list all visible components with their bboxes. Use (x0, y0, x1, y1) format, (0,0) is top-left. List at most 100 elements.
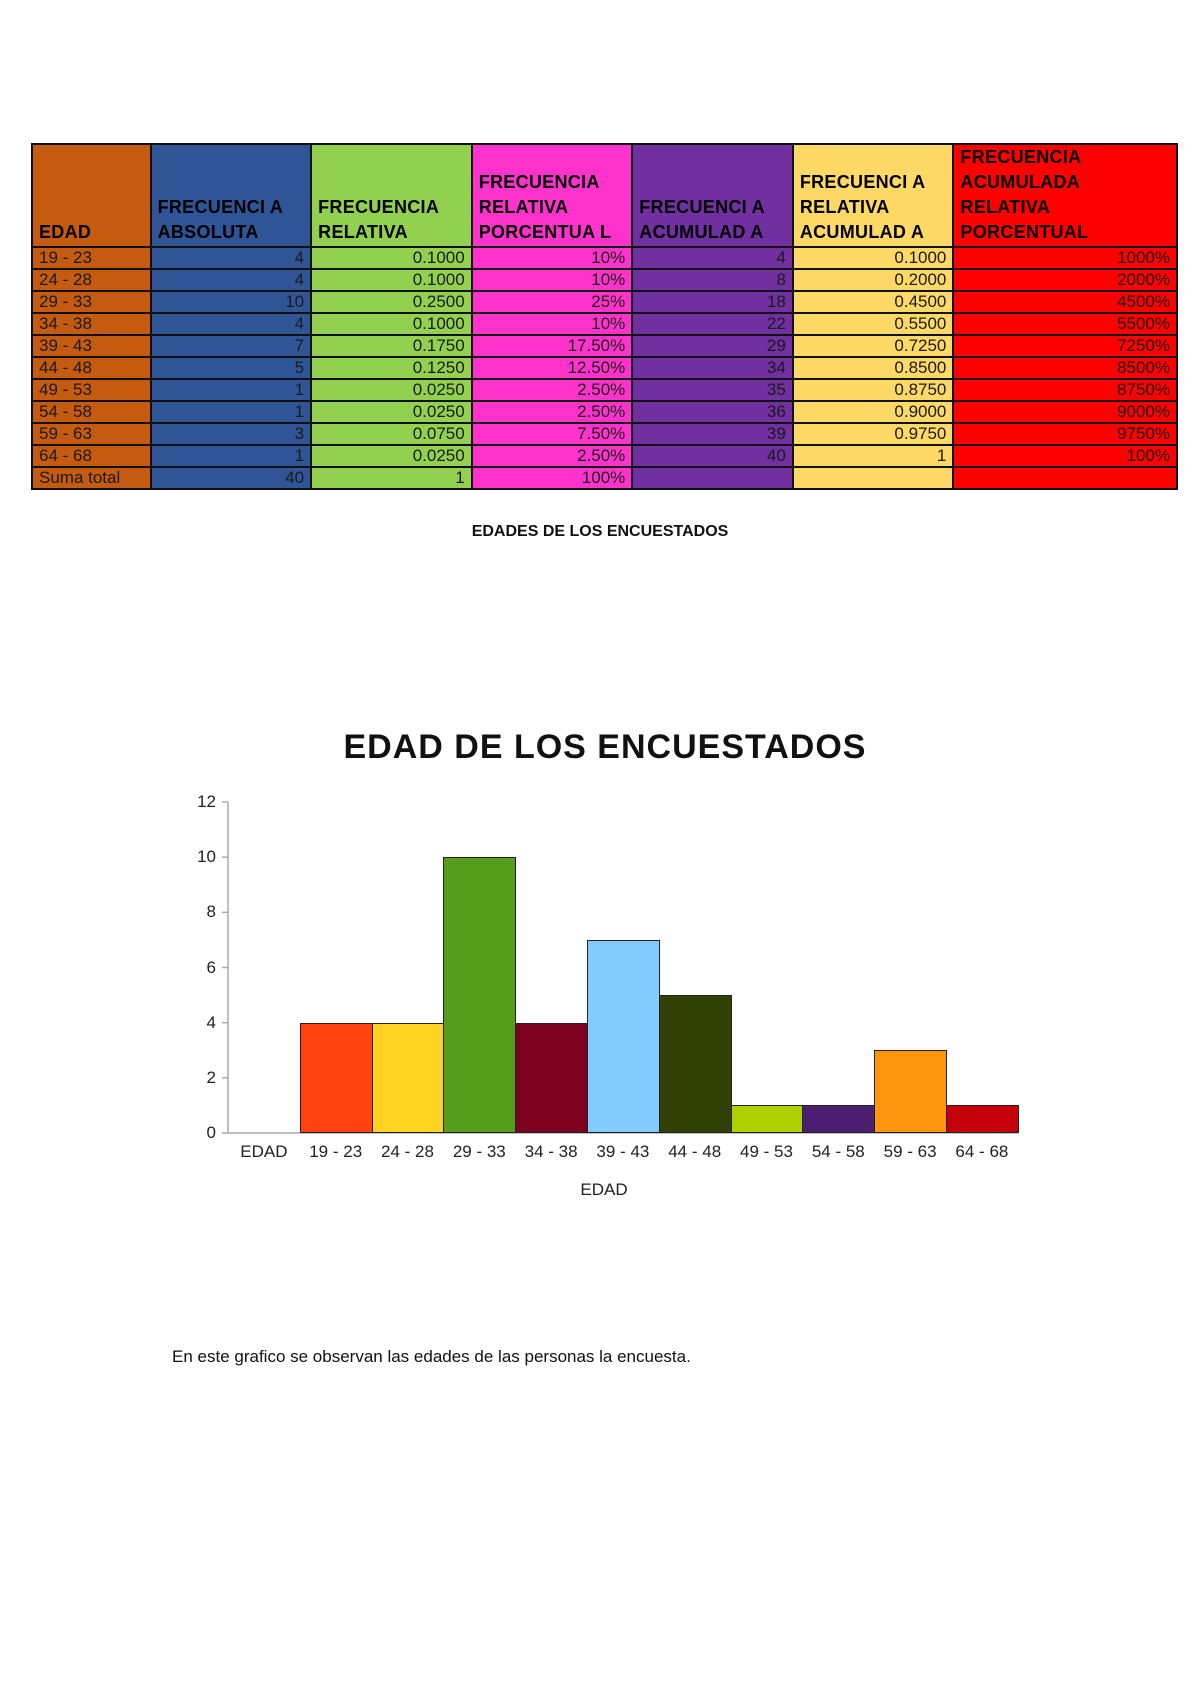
table-cell: 1000% (952, 246, 1178, 270)
age-range-cell: 39 - 43 (31, 334, 152, 358)
table-cell: 10% (470, 312, 634, 336)
age-range-cell: 24 - 28 (31, 268, 152, 292)
table-cell: 0.1000 (310, 312, 473, 336)
x-tick-label: 29 - 33 (452, 1142, 506, 1161)
table-row: 54 - 58 1 0.0250 2.50% 36 0.9000 9000% (31, 400, 1178, 424)
table-cell (631, 466, 794, 490)
bar (299, 1022, 373, 1133)
bar (946, 1105, 1019, 1133)
table-cell: 29 (631, 334, 794, 358)
table-row: 34 - 38 4 0.1000 10% 22 0.5500 5500% (31, 312, 1178, 336)
table-header-row: EDAD FRECUENCI A ABSOLUTA FRECUENCIA RELAT… (31, 143, 1178, 248)
table-cell: 25% (470, 290, 634, 314)
table-cell: 2000% (952, 268, 1178, 292)
table-cell: 8 (631, 268, 794, 292)
y-tick-label: 0 (206, 1123, 216, 1142)
table-row: 44 - 48 5 0.1250 12.50% 34 0.8500 8500% (31, 356, 1178, 380)
bar (515, 1022, 588, 1133)
column-header: FRECUENCIA ACUMULADA RELATIVA PORCENTUAL (952, 143, 1178, 248)
age-range-cell: 29 - 33 (31, 290, 152, 314)
table-cell (952, 466, 1178, 490)
table-row: 24 - 28 4 0.1000 10% 8 0.2000 2000% (31, 268, 1178, 292)
table-cell: 10% (470, 246, 634, 270)
table-cell: 3 (149, 422, 313, 446)
table-cell: 22 (631, 312, 794, 336)
table-cell: 0.8500 (791, 356, 955, 380)
age-range-cell: 19 - 23 (31, 246, 152, 270)
age-range-cell: 49 - 53 (31, 378, 152, 402)
table-row: 64 - 68 1 0.0250 2.50% 40 1 100% (31, 444, 1178, 468)
table-cell: 7 (149, 334, 313, 358)
table-cell: 10% (470, 268, 634, 292)
table-cell: 0.2000 (791, 268, 955, 292)
bar (443, 857, 517, 1133)
table-cell: 0.0250 (310, 444, 473, 468)
table-cell: 0.1000 (791, 246, 955, 270)
table-cell: 36 (631, 400, 794, 424)
table-cell (791, 466, 955, 490)
x-tick-label: 39 - 43 (596, 1142, 650, 1161)
table-cell: 9750% (952, 422, 1178, 446)
table-row: 19 - 23 4 0.1000 10% 4 0.1000 1000% (31, 246, 1178, 270)
table-cell: 12.50% (470, 356, 634, 380)
x-tick-label: 24 - 28 (381, 1142, 434, 1161)
table-caption: EDADES DE LOS ENCUESTADOS (471, 523, 729, 540)
age-range-cell: Suma total (31, 466, 152, 490)
column-header: FRECUENCIA RELATIVA (310, 143, 473, 248)
y-tick-label: 8 (206, 902, 216, 922)
x-tick-label: 44 - 48 (668, 1142, 722, 1161)
table-cell: 0.1000 (310, 268, 473, 292)
table-cell: 4500% (952, 290, 1178, 314)
x-tick-label: 54 - 58 (811, 1142, 865, 1161)
table-cell: 0.8750 (791, 378, 955, 402)
table-cell: 1 (791, 444, 955, 468)
table-cell: 100% (952, 444, 1178, 468)
table-cell: 2.50% (470, 400, 634, 424)
bar (658, 995, 732, 1133)
table-cell: 0.9000 (791, 400, 955, 424)
table-cell: 1 (149, 444, 313, 468)
bar (802, 1105, 876, 1133)
table-cell: 2.50% (470, 378, 634, 402)
y-tick-label: 10 (197, 847, 216, 867)
table-cell: 8500% (952, 356, 1178, 380)
table-cell: 0.0250 (310, 400, 473, 424)
chart-title: EDAD DE LOS ENCUESTADOS (343, 728, 867, 766)
table-cell: 0.1750 (310, 334, 473, 358)
table-cell: 8750% (952, 378, 1178, 402)
table-cell: 7.50% (470, 422, 634, 446)
table-cell: 40 (631, 444, 794, 468)
column-header: FRECUENCI A ACUMULAD A (631, 143, 794, 248)
table-cell: 100% (470, 466, 634, 490)
table-cell: 18 (631, 290, 794, 314)
x-axis-title: EDAD (580, 1180, 628, 1199)
x-tick-label: 34 - 38 (524, 1142, 578, 1161)
y-tick-label: 2 (206, 1067, 216, 1087)
table-cell: 1 (310, 466, 473, 490)
age-range-cell: 44 - 48 (31, 356, 152, 380)
table-cell: 5 (149, 356, 313, 380)
table-cell: 4 (149, 268, 313, 292)
table-cell: 0.1000 (310, 246, 473, 270)
table-cell: 1 (149, 400, 313, 424)
age-range-cell: 64 - 68 (31, 444, 152, 468)
table-cell: 40 (149, 466, 313, 490)
table-cell: 17.50% (470, 334, 634, 358)
table-total-row: Suma total 40 1 100% (31, 466, 1178, 490)
table-cell: 0.7250 (791, 334, 955, 358)
column-header: FRECUENCI A RELATIVA ACUMULAD A (791, 143, 955, 248)
age-range-cell: 59 - 63 (31, 422, 152, 446)
x-tick-label: 49 - 53 (740, 1142, 793, 1161)
table-cell: 4 (631, 246, 794, 270)
y-tick-label: 4 (206, 1012, 216, 1032)
table-cell: 0.0750 (310, 422, 473, 446)
bar (371, 1022, 445, 1133)
table-cell: 1 (149, 378, 313, 402)
description-paragraph: En este grafico se observan las edades d… (172, 1347, 691, 1366)
x-tick-label: 19 - 23 (309, 1142, 363, 1161)
table-cell: 9000% (952, 400, 1178, 424)
frequency-table: EDAD FRECUENCI A ABSOLUTA FRECUENCIA RELAT… (31, 143, 1178, 490)
table-row: 29 - 33 10 0.2500 25% 18 0.4500 4500% (31, 290, 1178, 314)
table-cell: 7250% (952, 334, 1178, 358)
